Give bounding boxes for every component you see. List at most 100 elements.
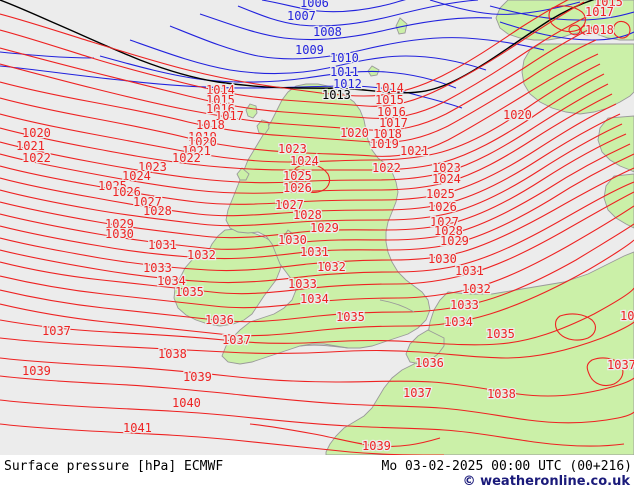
isobar-label-halo: 1039 [362, 439, 391, 453]
isobar-label-halo: 1017 [379, 116, 408, 130]
isobar-label: 1026 [283, 181, 312, 195]
isobar-label: 1014 [206, 83, 235, 97]
isobar-1039 [0, 375, 634, 424]
isobar-label-halo: 1024 [432, 172, 461, 186]
isobar-label: 1031 [455, 264, 484, 278]
isobar-1037b [586, 357, 624, 387]
isobar-1038 [0, 357, 634, 397]
isobar-label: 1015 [594, 0, 623, 9]
isobar-1020 [0, 63, 601, 163]
isobar-label: 1021 [400, 144, 429, 158]
isobar-1027 [0, 133, 627, 239]
land-islay [236, 167, 250, 181]
isobar-label-halo: 1037 [403, 386, 432, 400]
isobar-label: 1036 [205, 313, 234, 327]
isobar-label-halo: 1036 [620, 309, 634, 323]
isobar-label-halo: 1024 [290, 154, 319, 168]
isobar-label-halo: 1026 [283, 181, 312, 195]
isobar-small-b [580, 24, 593, 36]
isobar-label: 1020 [340, 126, 369, 140]
isobar-label-halo: 1015 [375, 93, 404, 107]
isobar-label-halo: 1012 [333, 77, 362, 91]
isobar-label: 1028 [143, 204, 172, 218]
isobar-label: 1020 [503, 108, 532, 122]
isobar-1011b [0, 51, 95, 59]
isobar-label: 1033 [143, 261, 172, 275]
isobar-label: 1017 [585, 5, 614, 19]
isobar-label: 1035 [486, 327, 515, 341]
isobar-label: 1027 [275, 198, 304, 212]
isobar-label: 1036 [415, 356, 444, 370]
isobar-label: 1034 [157, 274, 186, 288]
isobar-label: 1010 [330, 51, 359, 65]
isobar-label: 1033 [450, 298, 479, 312]
isobar-label-halo: 1021 [182, 144, 211, 158]
isobar-label-halo: 1007 [287, 9, 316, 23]
isobar-label-halo: 1020 [340, 126, 369, 140]
isobar-label-halo: 1040 [172, 396, 201, 410]
pressure-chart-map[interactable]: 1006 1006 1007 1007 1008 1008 1009 1009 1010 1010… [0, 0, 634, 455]
isobar-label-halo: 1025 [98, 179, 127, 193]
isobar-label-halo: 1023 [432, 161, 461, 175]
footer-valid-time-label: Mo 03-02-2025 00:00 UTC (00+216) [381, 459, 632, 474]
isobar-1007 [237, 0, 479, 27]
isobar-label: 1016 [206, 102, 235, 116]
isobar-label: 1029 [440, 234, 469, 248]
isobar-label-halo: 1022 [22, 151, 51, 165]
isobar-1017 [0, 27, 593, 131]
isobar-label: 1039 [362, 439, 391, 453]
isobar-label-halo: 1017 [585, 5, 614, 19]
isobar-label: 1024 [290, 154, 319, 168]
isobar-label-halo: 1023 [138, 160, 167, 174]
isobar-label-halo: 1031 [148, 238, 177, 252]
isobar-label-halo: 1025 [283, 169, 312, 183]
isobar-label-halo: 1039 [22, 364, 51, 378]
land-shetland [395, 17, 408, 35]
isobar-1033 [0, 205, 634, 309]
isobar-label-halo: 1019 [188, 130, 217, 144]
isobar-label-halo: 1018 [585, 23, 614, 37]
isobar-1016 [0, 15, 589, 119]
isobar-1006b [429, 0, 581, 15]
isobar-label: 1030 [105, 227, 134, 241]
isobar-label: 1021 [182, 144, 211, 158]
isobar-label: 1034 [300, 292, 329, 306]
isobar-label-halo: 1028 [143, 204, 172, 218]
isobar-1010 [129, 39, 487, 75]
isobar-label-halo: 1021 [400, 144, 429, 158]
isobar-1029 [0, 153, 634, 260]
isobar-label-halo: 1009 [295, 43, 324, 57]
isobar-label: 1030 [428, 252, 457, 266]
isobar-label-halo: 1014 [375, 81, 404, 95]
isobar-label: 1039 [183, 370, 212, 384]
isobar-1008b [499, 21, 634, 41]
isobar-label: 1024 [122, 169, 151, 183]
isobar-label-halo: 1036 [415, 356, 444, 370]
isobar-label: 1006 [300, 0, 329, 10]
isobar-label-halo: 1020 [22, 126, 51, 140]
isobar-label-halo: 1010 [330, 51, 359, 65]
isobar-label: 1028 [293, 208, 322, 222]
isobar-label-halo: 1035 [336, 310, 365, 324]
isobar-label: 1039 [22, 364, 51, 378]
isobar-1015 [0, 1, 585, 107]
isobar-label-halo: 1026 [428, 200, 457, 214]
isobar-label-halo: 1038 [487, 387, 516, 401]
isobar-label-halo: 1030 [105, 227, 134, 241]
isobar-1013-line [0, 0, 595, 94]
isobar-1012 [0, 65, 421, 97]
isobar-label-halo: 1039 [183, 370, 212, 384]
isobar-label: 1025 [426, 187, 455, 201]
isobar-contour-svg: 1006100610071007100810081009100910101010… [0, 0, 634, 455]
isobar-label: 1027 [430, 215, 459, 229]
isobar-label-halo: 1024 [122, 169, 151, 183]
isobar-1026 [0, 123, 623, 227]
isobar-label: 1036 [620, 309, 634, 323]
isobar-label: 1017 [215, 109, 244, 123]
isobar-label: 1013 [322, 88, 351, 102]
isobar-label-halo: 1041 [123, 421, 152, 435]
isobar-label-halo: 1037 [222, 333, 251, 347]
isobar-label-halo: 1011 [330, 65, 359, 79]
isobar-label-halo: 1031 [455, 264, 484, 278]
